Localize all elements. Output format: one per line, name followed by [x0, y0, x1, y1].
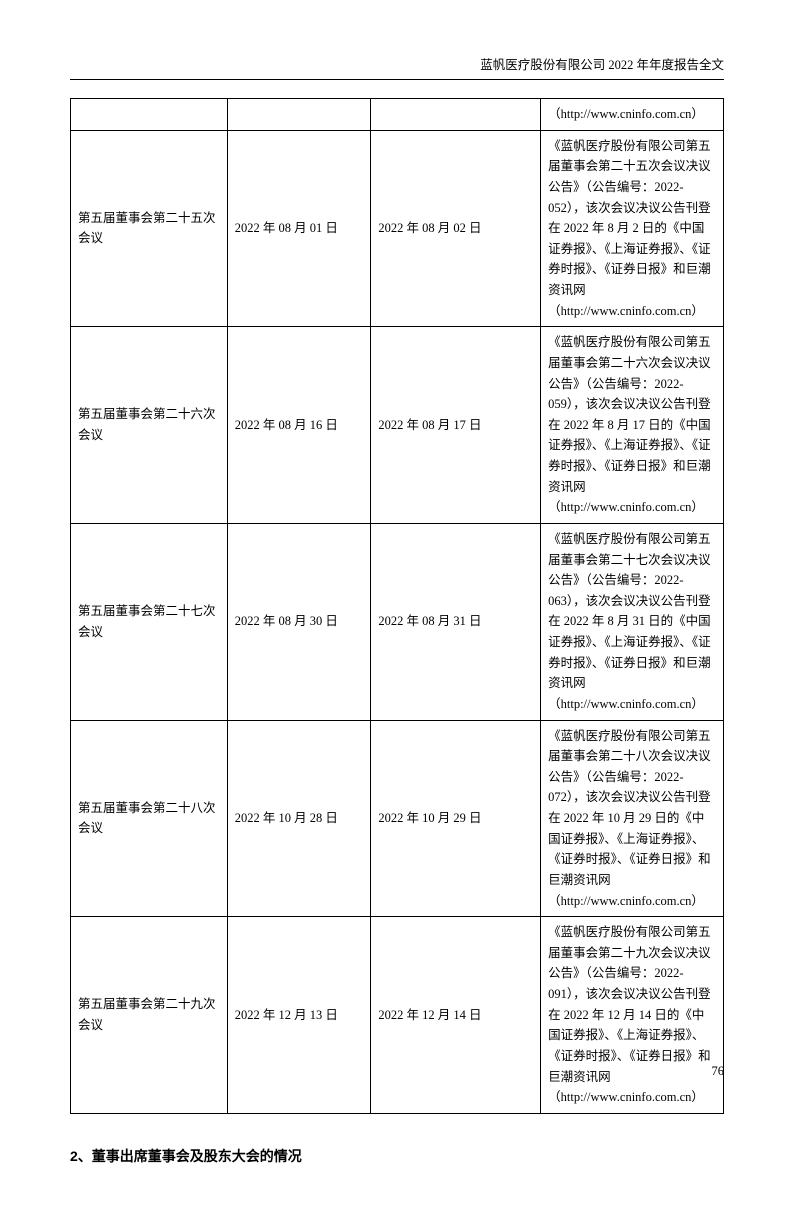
- table-row: （http://www.cninfo.com.cn）: [71, 99, 724, 131]
- date1-cell: 2022 年 08 月 16 日: [227, 327, 371, 524]
- desc-cell: 《蓝帆医疗股份有限公司第五届董事会第二十六次会议决议公告》（公告编号：2022-…: [541, 327, 724, 524]
- meeting-cell: 第五届董事会第二十六次会议: [71, 327, 228, 524]
- meeting-cell: [71, 99, 228, 131]
- date2-cell: 2022 年 08 月 02 日: [371, 130, 541, 327]
- date2-cell: 2022 年 10 月 29 日: [371, 720, 541, 917]
- desc-cell: 《蓝帆医疗股份有限公司第五届董事会第二十七次会议决议公告》（公告编号：2022-…: [541, 523, 724, 720]
- meeting-cell: 第五届董事会第二十五次会议: [71, 130, 228, 327]
- date2-cell: 2022 年 12 月 14 日: [371, 917, 541, 1114]
- date2-cell: 2022 年 08 月 17 日: [371, 327, 541, 524]
- table-row: 第五届董事会第二十五次会议 2022 年 08 月 01 日 2022 年 08…: [71, 130, 724, 327]
- date2-cell: [371, 99, 541, 131]
- table-row: 第五届董事会第二十六次会议 2022 年 08 月 16 日 2022 年 08…: [71, 327, 724, 524]
- date1-cell: 2022 年 10 月 28 日: [227, 720, 371, 917]
- desc-cell: 《蓝帆医疗股份有限公司第五届董事会第二十五次会议决议公告》（公告编号：2022-…: [541, 130, 724, 327]
- table-row: 第五届董事会第二十八次会议 2022 年 10 月 28 日 2022 年 10…: [71, 720, 724, 917]
- date1-cell: [227, 99, 371, 131]
- table-row: 第五届董事会第二十九次会议 2022 年 12 月 13 日 2022 年 12…: [71, 917, 724, 1114]
- page-number: 76: [712, 1064, 725, 1079]
- desc-cell: 《蓝帆医疗股份有限公司第五届董事会第二十八次会议决议公告》（公告编号：2022-…: [541, 720, 724, 917]
- date1-cell: 2022 年 12 月 13 日: [227, 917, 371, 1114]
- date2-cell: 2022 年 08 月 31 日: [371, 523, 541, 720]
- meetings-table: （http://www.cninfo.com.cn） 第五届董事会第二十五次会议…: [70, 98, 724, 1114]
- date1-cell: 2022 年 08 月 30 日: [227, 523, 371, 720]
- page-header: 蓝帆医疗股份有限公司 2022 年年度报告全文: [70, 54, 724, 80]
- table-row: 第五届董事会第二十七次会议 2022 年 08 月 30 日 2022 年 08…: [71, 523, 724, 720]
- meetings-table-body: （http://www.cninfo.com.cn） 第五届董事会第二十五次会议…: [71, 99, 724, 1114]
- meeting-cell: 第五届董事会第二十八次会议: [71, 720, 228, 917]
- section-heading: 2、董事出席董事会及股东大会的情况: [70, 1146, 724, 1166]
- page-container: 蓝帆医疗股份有限公司 2022 年年度报告全文 （http://www.cnin…: [0, 0, 794, 1216]
- meeting-cell: 第五届董事会第二十七次会议: [71, 523, 228, 720]
- meeting-cell: 第五届董事会第二十九次会议: [71, 917, 228, 1114]
- desc-cell: （http://www.cninfo.com.cn）: [541, 99, 724, 131]
- date1-cell: 2022 年 08 月 01 日: [227, 130, 371, 327]
- desc-cell: 《蓝帆医疗股份有限公司第五届董事会第二十九次会议决议公告》（公告编号：2022-…: [541, 917, 724, 1114]
